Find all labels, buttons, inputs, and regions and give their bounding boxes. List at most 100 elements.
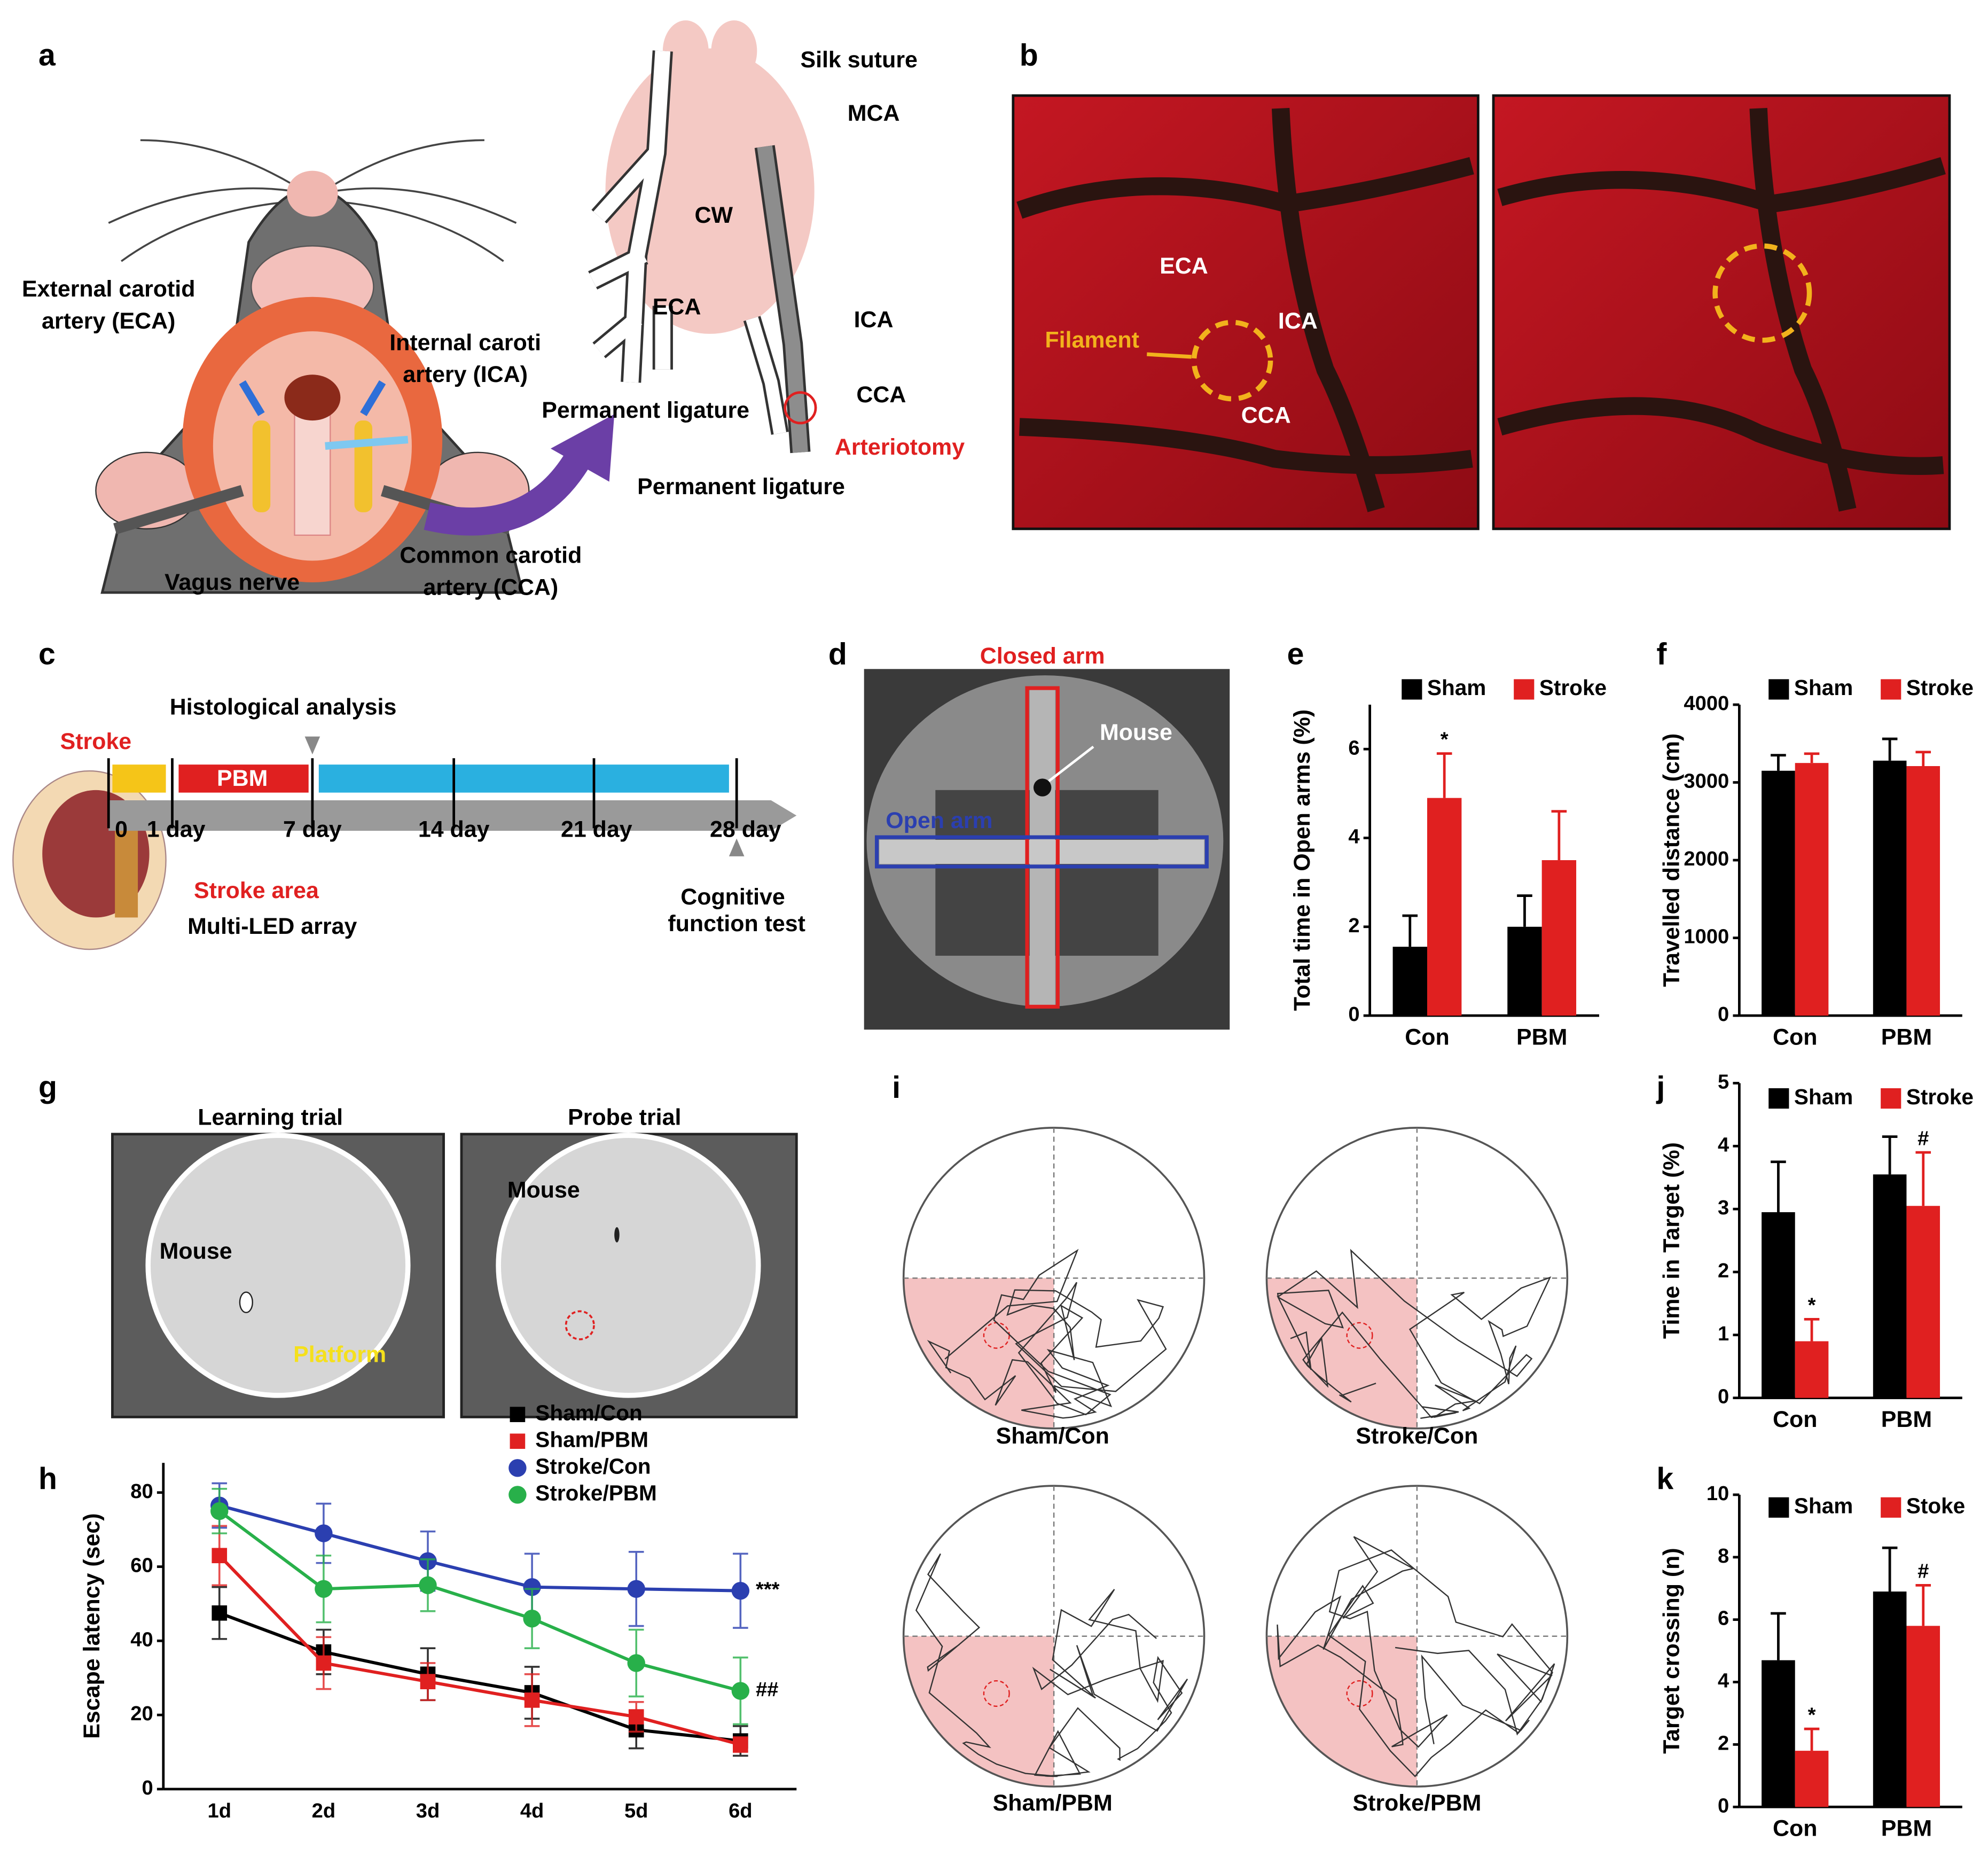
x-tick-label: 3d — [416, 1799, 440, 1822]
y-tick-label: 8 — [1718, 1544, 1729, 1567]
x-tick-label: PBM — [1516, 1024, 1567, 1050]
panel-letter: d — [828, 637, 847, 672]
point — [731, 1581, 750, 1600]
x-tick-label: PBM — [1881, 1024, 1932, 1050]
legend-swatch — [1768, 1497, 1789, 1518]
bar — [1906, 1626, 1940, 1807]
legend-swatch — [1768, 679, 1789, 700]
annotation: * — [1808, 1294, 1816, 1317]
label: 14 day — [418, 817, 490, 842]
panel-letter: a — [38, 38, 56, 72]
line — [218, 1510, 741, 1692]
legend-swatch — [1881, 1088, 1901, 1109]
y-tick-label: 60 — [130, 1554, 153, 1577]
target-quadrant — [1266, 1636, 1417, 1787]
legend-label: Sham — [1427, 675, 1486, 700]
label: 7 day — [283, 817, 342, 842]
point — [523, 1610, 541, 1628]
point — [627, 1654, 645, 1672]
y-tick-label: 40 — [130, 1628, 153, 1651]
panel-letter: h — [38, 1462, 57, 1496]
y-tick-label: 10 — [1707, 1482, 1729, 1505]
legend-label: Stroke — [1539, 675, 1607, 700]
x-tick-label: 6d — [729, 1799, 753, 1822]
y-tick-label: 80 — [130, 1480, 153, 1503]
y-tick-label: 6 — [1348, 736, 1359, 759]
error-bar — [1915, 751, 1931, 766]
line — [218, 1554, 741, 1746]
label: 0 — [115, 817, 128, 842]
y-axis-title: Time in Target (%) — [1659, 1142, 1685, 1339]
error-bar — [1517, 894, 1532, 927]
y-tick-label: 0 — [1348, 1003, 1359, 1026]
label: CCA — [856, 382, 906, 408]
y-tick-label: 2 — [1718, 1731, 1729, 1754]
annotation: *** — [756, 1578, 780, 1601]
point — [628, 1709, 644, 1725]
mouse-illustration — [95, 139, 615, 594]
panel-letter: c — [38, 637, 56, 672]
x-tick-label: Con — [1773, 1816, 1817, 1842]
surgery-photos — [1012, 94, 1951, 530]
highlight-circle — [1191, 319, 1273, 402]
y-axis-title: Escape latency (sec) — [79, 1513, 105, 1738]
swim-path — [1277, 1249, 1552, 1419]
legend-swatch — [1514, 679, 1535, 700]
label: ECA — [1160, 253, 1208, 279]
arteriotomy-mark — [784, 391, 817, 425]
bar — [1795, 1751, 1829, 1807]
swim-path — [927, 1249, 1167, 1419]
point — [524, 1692, 540, 1708]
probe-trace — [902, 1485, 1206, 1788]
label: artery (CCA) — [423, 574, 558, 600]
highlight-circle — [1712, 243, 1812, 343]
error-bar — [1771, 754, 1786, 771]
label: Internal caroti — [389, 330, 541, 355]
label: PBM — [217, 766, 268, 791]
pool — [496, 1133, 761, 1398]
bar — [1541, 860, 1577, 1016]
point — [733, 1737, 748, 1752]
y-tick-label: 5 — [1718, 1071, 1729, 1094]
label: Histological analysis — [170, 695, 397, 720]
quadrant-lines — [903, 1127, 1204, 1429]
annotation: * — [1441, 728, 1449, 751]
bar — [1795, 1341, 1829, 1398]
x-tick-label: Con — [1405, 1024, 1449, 1050]
legend-label: Sham — [1794, 675, 1853, 700]
y-tick-label: 0 — [1718, 1003, 1729, 1026]
open-arm-surface — [879, 839, 1204, 864]
point — [731, 1682, 750, 1700]
annotation: * — [1808, 1703, 1816, 1726]
label: Sham/PBM — [993, 1790, 1113, 1816]
probe-trace — [902, 1127, 1206, 1430]
olfactory-bulb — [662, 20, 709, 82]
error-bar — [1915, 1583, 1931, 1626]
bar — [1762, 770, 1795, 1016]
annotation: # — [1917, 1560, 1929, 1583]
legend-label: Stroke — [1906, 675, 1974, 700]
x-tick-label: Con — [1773, 1407, 1817, 1432]
x-tick-label: PBM — [1881, 1816, 1932, 1842]
bar — [1762, 1212, 1795, 1398]
legend-swatch — [1768, 1088, 1789, 1109]
point — [420, 1674, 436, 1689]
point — [627, 1580, 645, 1598]
bar — [1873, 1591, 1907, 1807]
y-axis-title: Travelled distance (cm) — [1659, 734, 1685, 987]
period — [318, 764, 729, 793]
legend-swatch — [1881, 679, 1901, 700]
label: Cognitive — [680, 884, 785, 910]
olfactory-bulb — [711, 20, 757, 82]
legend-swatch — [1881, 1497, 1901, 1518]
label: CCA — [1241, 402, 1291, 428]
y-tick-label: 2 — [1718, 1259, 1729, 1282]
error-bar — [1804, 1317, 1820, 1341]
error-bar — [1551, 810, 1567, 861]
panel-letter: i — [892, 1071, 901, 1105]
label: artery (ECA) — [42, 308, 175, 334]
label: MCA — [848, 100, 900, 126]
label: Stroke/Con — [1356, 1423, 1478, 1449]
